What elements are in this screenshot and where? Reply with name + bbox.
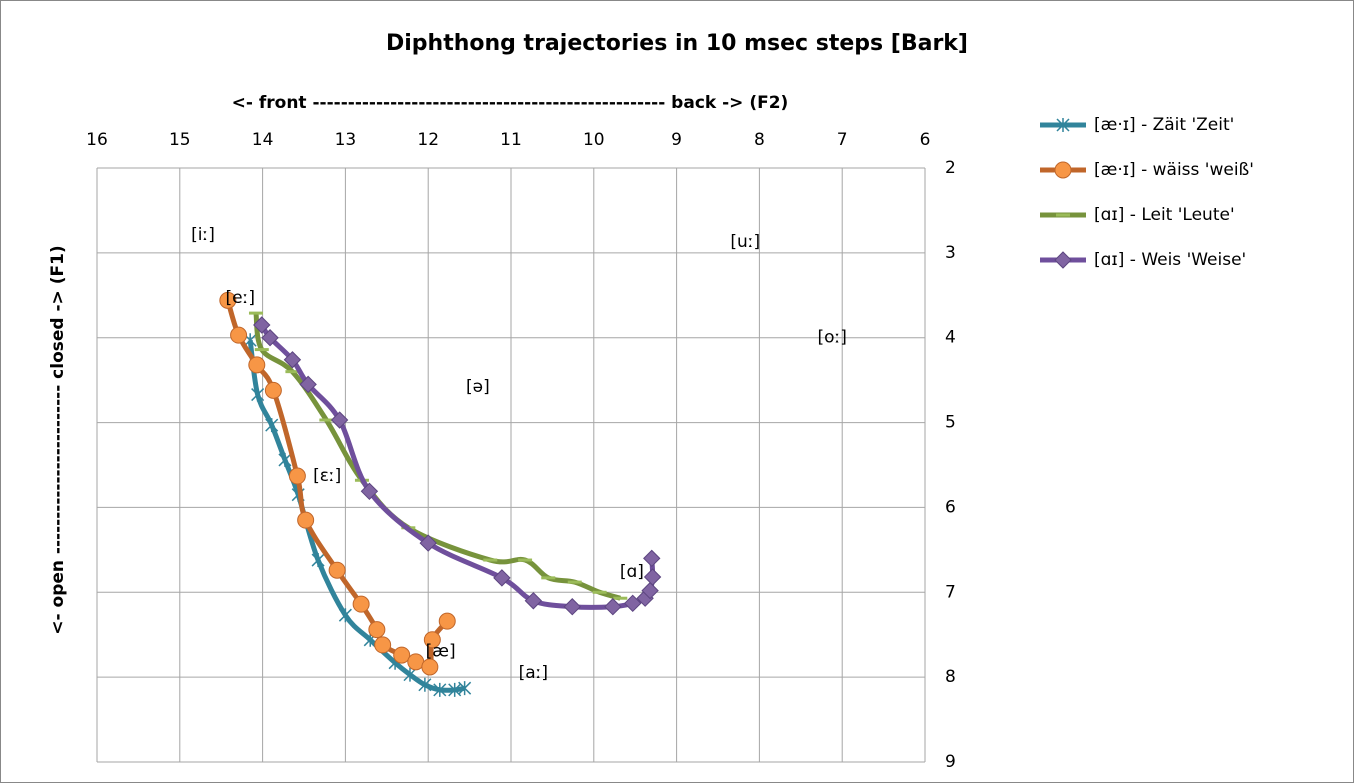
legend-item: [ɑɪ] - Weis 'Weise' [1040, 250, 1246, 270]
marker [338, 608, 352, 623]
legend-label: [ɑɪ] - Weis 'Weise' [1094, 250, 1246, 270]
legend-label: [æ·ɪ] - Zäit 'Zeit' [1094, 115, 1234, 135]
marker [230, 326, 248, 344]
marker [418, 677, 432, 692]
marker [493, 569, 511, 587]
y-tick-label: 7 [945, 582, 956, 602]
annotation: [uː] [730, 232, 760, 252]
marker [297, 511, 315, 529]
x-tick-label: 16 [86, 130, 108, 150]
annotation: [ɑ] [620, 562, 644, 582]
marker [352, 595, 370, 613]
marker [299, 375, 317, 394]
marker [261, 329, 279, 347]
y-tick-label: 2 [945, 158, 956, 178]
annotation: [ɛː] [313, 466, 341, 486]
marker [1054, 251, 1072, 269]
y-tick-label: 8 [945, 667, 956, 687]
marker [419, 534, 437, 552]
marker [423, 631, 441, 649]
marker [393, 646, 411, 664]
marker [641, 581, 659, 600]
annotation: [iː] [191, 225, 215, 245]
marker [265, 418, 279, 433]
x-tick-label: 12 [417, 130, 439, 150]
marker [433, 682, 447, 697]
marker [524, 592, 543, 610]
legend-item: [æ·ɪ] - wäiss 'weiß' [1040, 160, 1254, 180]
annotation: [eː] [226, 288, 255, 308]
marker [643, 568, 662, 586]
marker [360, 482, 379, 501]
marker [643, 549, 661, 568]
marker [624, 594, 642, 613]
marker [421, 658, 439, 676]
marker [248, 356, 266, 374]
x-tick-label: 9 [671, 130, 682, 150]
legend-item: [ɑɪ] - Leit 'Leute' [1040, 205, 1235, 225]
marker [563, 598, 581, 616]
x-tick-label: 8 [754, 130, 765, 150]
y-axis-label: <- open ------------------------ closed … [48, 245, 68, 634]
marker [604, 598, 622, 616]
marker [403, 667, 417, 682]
marker [374, 636, 392, 654]
marker [438, 612, 456, 630]
marker [330, 411, 349, 429]
legend-label: [ɑɪ] - Leit 'Leute' [1094, 205, 1235, 225]
annotation: [oː] [818, 328, 847, 348]
x-tick-label: 14 [252, 130, 274, 150]
series-line [247, 339, 466, 693]
marker [328, 561, 346, 579]
marker [1054, 161, 1072, 179]
marker [288, 467, 306, 485]
marker [283, 351, 302, 369]
marker [278, 452, 292, 467]
chart-title: Diphthong trajectories in 10 msec steps … [386, 31, 968, 56]
y-tick-label: 6 [945, 497, 956, 517]
x-tick-label: 13 [335, 130, 357, 150]
marker [251, 387, 265, 402]
marker [264, 381, 282, 399]
x-tick-label: 10 [583, 130, 605, 150]
annotation: [æ] [426, 642, 456, 662]
marker [458, 681, 472, 696]
y-tick-label: 3 [945, 243, 956, 263]
y-tick-label: 5 [945, 413, 956, 433]
marker [311, 553, 325, 568]
legend-item: [æ·ɪ] - Zäit 'Zeit' [1040, 115, 1234, 135]
x-tick-label: 15 [169, 130, 191, 150]
annotation: [aː] [519, 663, 548, 683]
y-tick-label: 9 [945, 752, 956, 772]
x-tick-label: 11 [500, 130, 522, 150]
marker [253, 316, 271, 334]
y-tick-label: 4 [945, 328, 956, 348]
legend-label: [æ·ɪ] - wäiss 'weiß' [1094, 160, 1254, 180]
x-tick-label: 6 [920, 130, 931, 150]
marker [368, 621, 386, 639]
marker [1056, 118, 1070, 132]
marker [219, 291, 237, 309]
annotation: [ə] [466, 377, 490, 397]
x-axis-label: <- front -------------------------------… [232, 93, 789, 113]
x-tick-label: 7 [837, 130, 848, 150]
